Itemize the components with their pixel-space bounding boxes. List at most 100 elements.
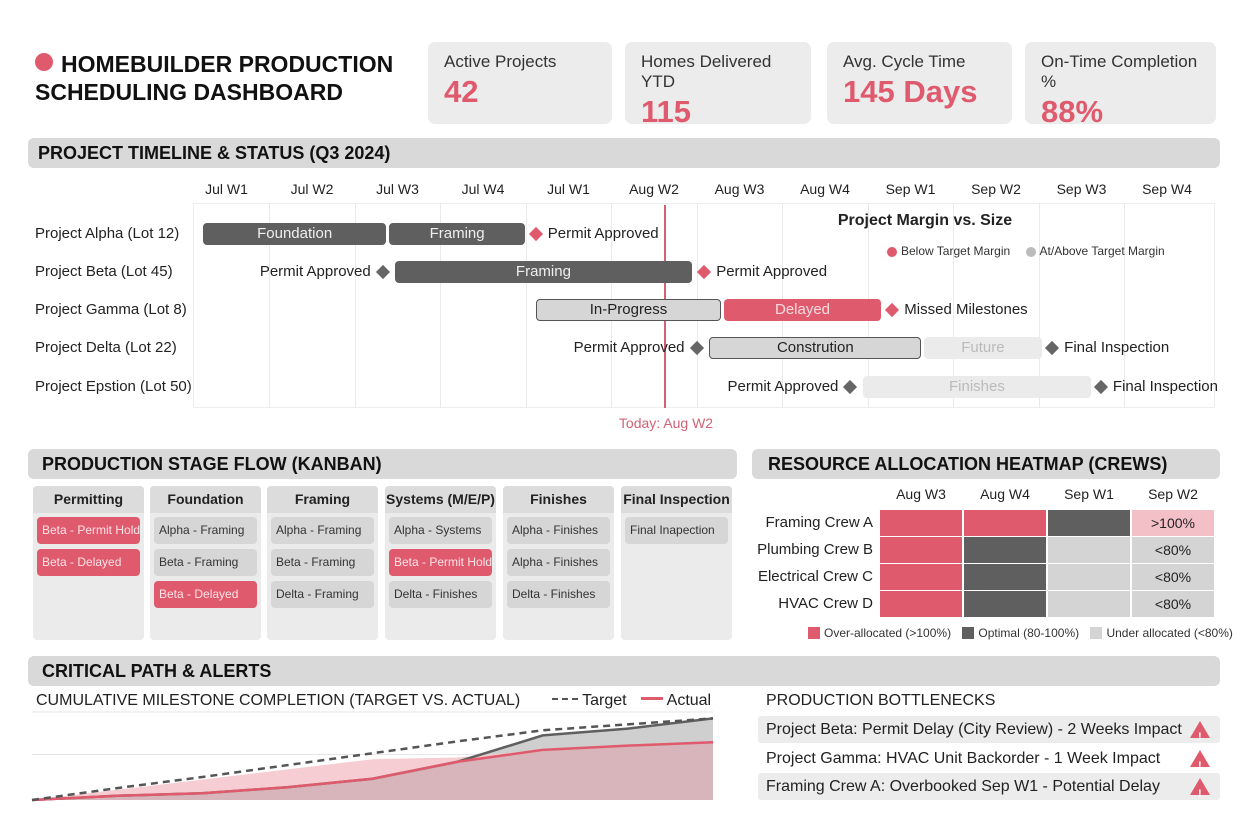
kanban-card[interactable]: Final Inapection [625,517,728,544]
grid-line [1124,203,1125,408]
milestone-label: Missed Milestones [904,301,1028,318]
heatmap-cell[interactable] [964,510,1046,536]
heatmap-column-header: Sep W1 [1064,486,1114,502]
timeline-section-header: PROJECT TIMELINE & STATUS (Q3 2024) [28,138,1220,168]
week-header: Aug W2 [629,181,679,197]
kpi-homes-delivered: Homes Delivered YTD 115 [625,42,811,129]
target-series-line [31,717,714,802]
kanban-card[interactable]: Delta - Framing [271,581,374,608]
grid-line [269,203,270,408]
pink-band-area [32,742,713,800]
kpi-value: 88% [1041,94,1104,129]
week-header: Jul W4 [461,181,505,197]
kanban-column: Foundation Alpha - Framing Beta - Framing B… [150,486,261,640]
title-line-1: HOMEBUILDER PRODUCTION [61,51,394,77]
legend-actual: Actual [666,692,712,709]
week-header: Sep W3 [1056,181,1107,197]
bottleneck-item[interactable]: Framing Crew A: Overbooked Sep W1 - Pote… [758,773,1220,808]
kanban-card[interactable]: Alpha - Framing [271,517,374,544]
heatmap-cell[interactable]: <80% [1132,564,1214,590]
kanban-column-header: Permitting [33,486,144,513]
heatmap-cell[interactable]: <80% [1132,591,1214,617]
kanban-column-header: Foundation [150,486,261,513]
kanban-section-header: PRODUCTION STAGE FLOW (KANBAN) [28,449,737,479]
legend-actual-line-icon [641,697,664,700]
warning-icon [1190,721,1210,751]
phase-bar[interactable]: Framing [388,223,526,245]
phase-bar[interactable]: Constrution [709,337,922,359]
phase-bar[interactable]: Future [923,337,1042,359]
project-row-label: Project Alpha (Lot 12) [35,225,180,242]
kanban-card[interactable]: Alpha - Systems [389,517,492,544]
week-header: Sep W4 [1142,181,1192,197]
legend-gray-dot-icon [1025,247,1036,257]
kanban-card[interactable]: Beta - Delayed [37,549,140,576]
margin-legend: Below Target Margin At/Above Target Marg… [887,244,1165,258]
heatmap-cell[interactable] [1048,591,1130,617]
kanban-card[interactable]: Alpha - Finishes [507,549,610,576]
bottleneck-item[interactable]: Project Gamma: HVAC Unit Backorder - 1 W… [758,745,1220,780]
heatmap-cell[interactable] [964,591,1046,617]
phase-bar[interactable]: Foundation [203,223,387,245]
week-header: Aug W3 [714,181,765,197]
heatmap-cell[interactable] [964,564,1046,590]
kpi-value: 42 [444,74,479,109]
bottleneck-item[interactable]: Project Beta: Permit Delay (City Review)… [758,716,1220,751]
heatmap-cell[interactable] [1048,564,1130,590]
heatmap-cell[interactable] [964,537,1046,563]
critical-section-header: CRITICAL PATH & ALERTS [28,656,1220,686]
legend-above-target: At/Above Target Margin [1039,244,1165,258]
week-header: Jul W3 [376,181,419,197]
heatmap-cell[interactable] [880,591,962,617]
kpi-active-projects: Active Projects 42 [428,42,612,124]
bottleneck-text: Project Beta: Permit Delay (City Review)… [766,721,1182,738]
phase-bar[interactable]: Framing [394,261,693,283]
heatmap-cell[interactable] [880,564,962,590]
heatmap-cell[interactable] [880,537,962,563]
grid-line [440,203,441,408]
milestone-label: Final Inspection [1112,378,1218,395]
kanban-card[interactable]: Alpha - Finishes [507,517,610,544]
grid-line [525,203,527,408]
grid-line [953,203,954,408]
heatmap-cell[interactable] [1048,537,1130,563]
dashboard-title: HOMEBUILDER PRODUCTION SCHEDULING DASHBO… [35,50,393,106]
kanban-card[interactable]: Beta - Permit Hold [389,549,492,576]
kpi-cycle-time: Avg. Cycle Time 145 Days [827,42,1012,124]
week-header: Jul W2 [290,181,334,197]
kanban-card[interactable]: Beta - Delayed [154,581,257,608]
heatmap-cell[interactable] [880,510,962,536]
milestone-label: Permit Approved [727,378,839,395]
kanban-column: Finishes Alpha - Finishes Alpha - Finishes… [503,486,614,640]
chart-title: CUMULATIVE MILESTONE COMPLETION (TARGET … [36,692,521,709]
grid-line [354,203,356,408]
kanban-card[interactable]: Delta - Finishes [507,581,610,608]
today-label: Today: Aug W2 [618,415,714,431]
legend-below-target: Below Target Margin [901,244,1011,258]
kanban-card[interactable]: Beta - Framing [154,549,257,576]
phase-bar[interactable]: Finishes [863,376,1091,398]
week-header: Sep W1 [885,181,936,197]
legend-optimal: Optimal (80-100%) [978,626,1080,640]
kanban-column: Final Inspection Final Inapection [621,486,732,640]
milestone-label: Final Inspection [1064,339,1170,356]
kanban-column: Systems (M/E/P) Alpha - Systems Beta - Per… [385,486,496,640]
kanban-card[interactable]: Beta - Framing [271,549,374,576]
phase-bar[interactable]: In-Progress [535,299,722,321]
kpi-label: Homes Delivered YTD [641,52,772,91]
legend-over: Over-allocated (>100%) [824,626,952,640]
kanban-card[interactable]: Delta - Finishes [389,581,492,608]
kanban-column: Permitting Beta - Permit Hold Beta - Delay… [33,486,144,640]
phase-bar[interactable]: Delayed [723,299,882,321]
heatmap-cell[interactable]: >100% [1132,510,1214,536]
milestone-label: Permit Approved [259,263,371,280]
heatmap-cell[interactable]: <80% [1132,537,1214,563]
gray-area [32,718,713,800]
project-row-label: Project Delta (Lot 22) [35,339,177,356]
kanban-card[interactable]: Alpha - Framing [154,517,257,544]
heatmap-column-header: Sep W2 [1148,486,1198,502]
bottlenecks-title: PRODUCTION BOTTLENECKS [766,692,996,709]
kanban-card[interactable]: Beta - Permit Hold [37,517,140,544]
heatmap-cell[interactable] [1048,510,1130,536]
crew-label: Framing Crew A [765,514,873,531]
